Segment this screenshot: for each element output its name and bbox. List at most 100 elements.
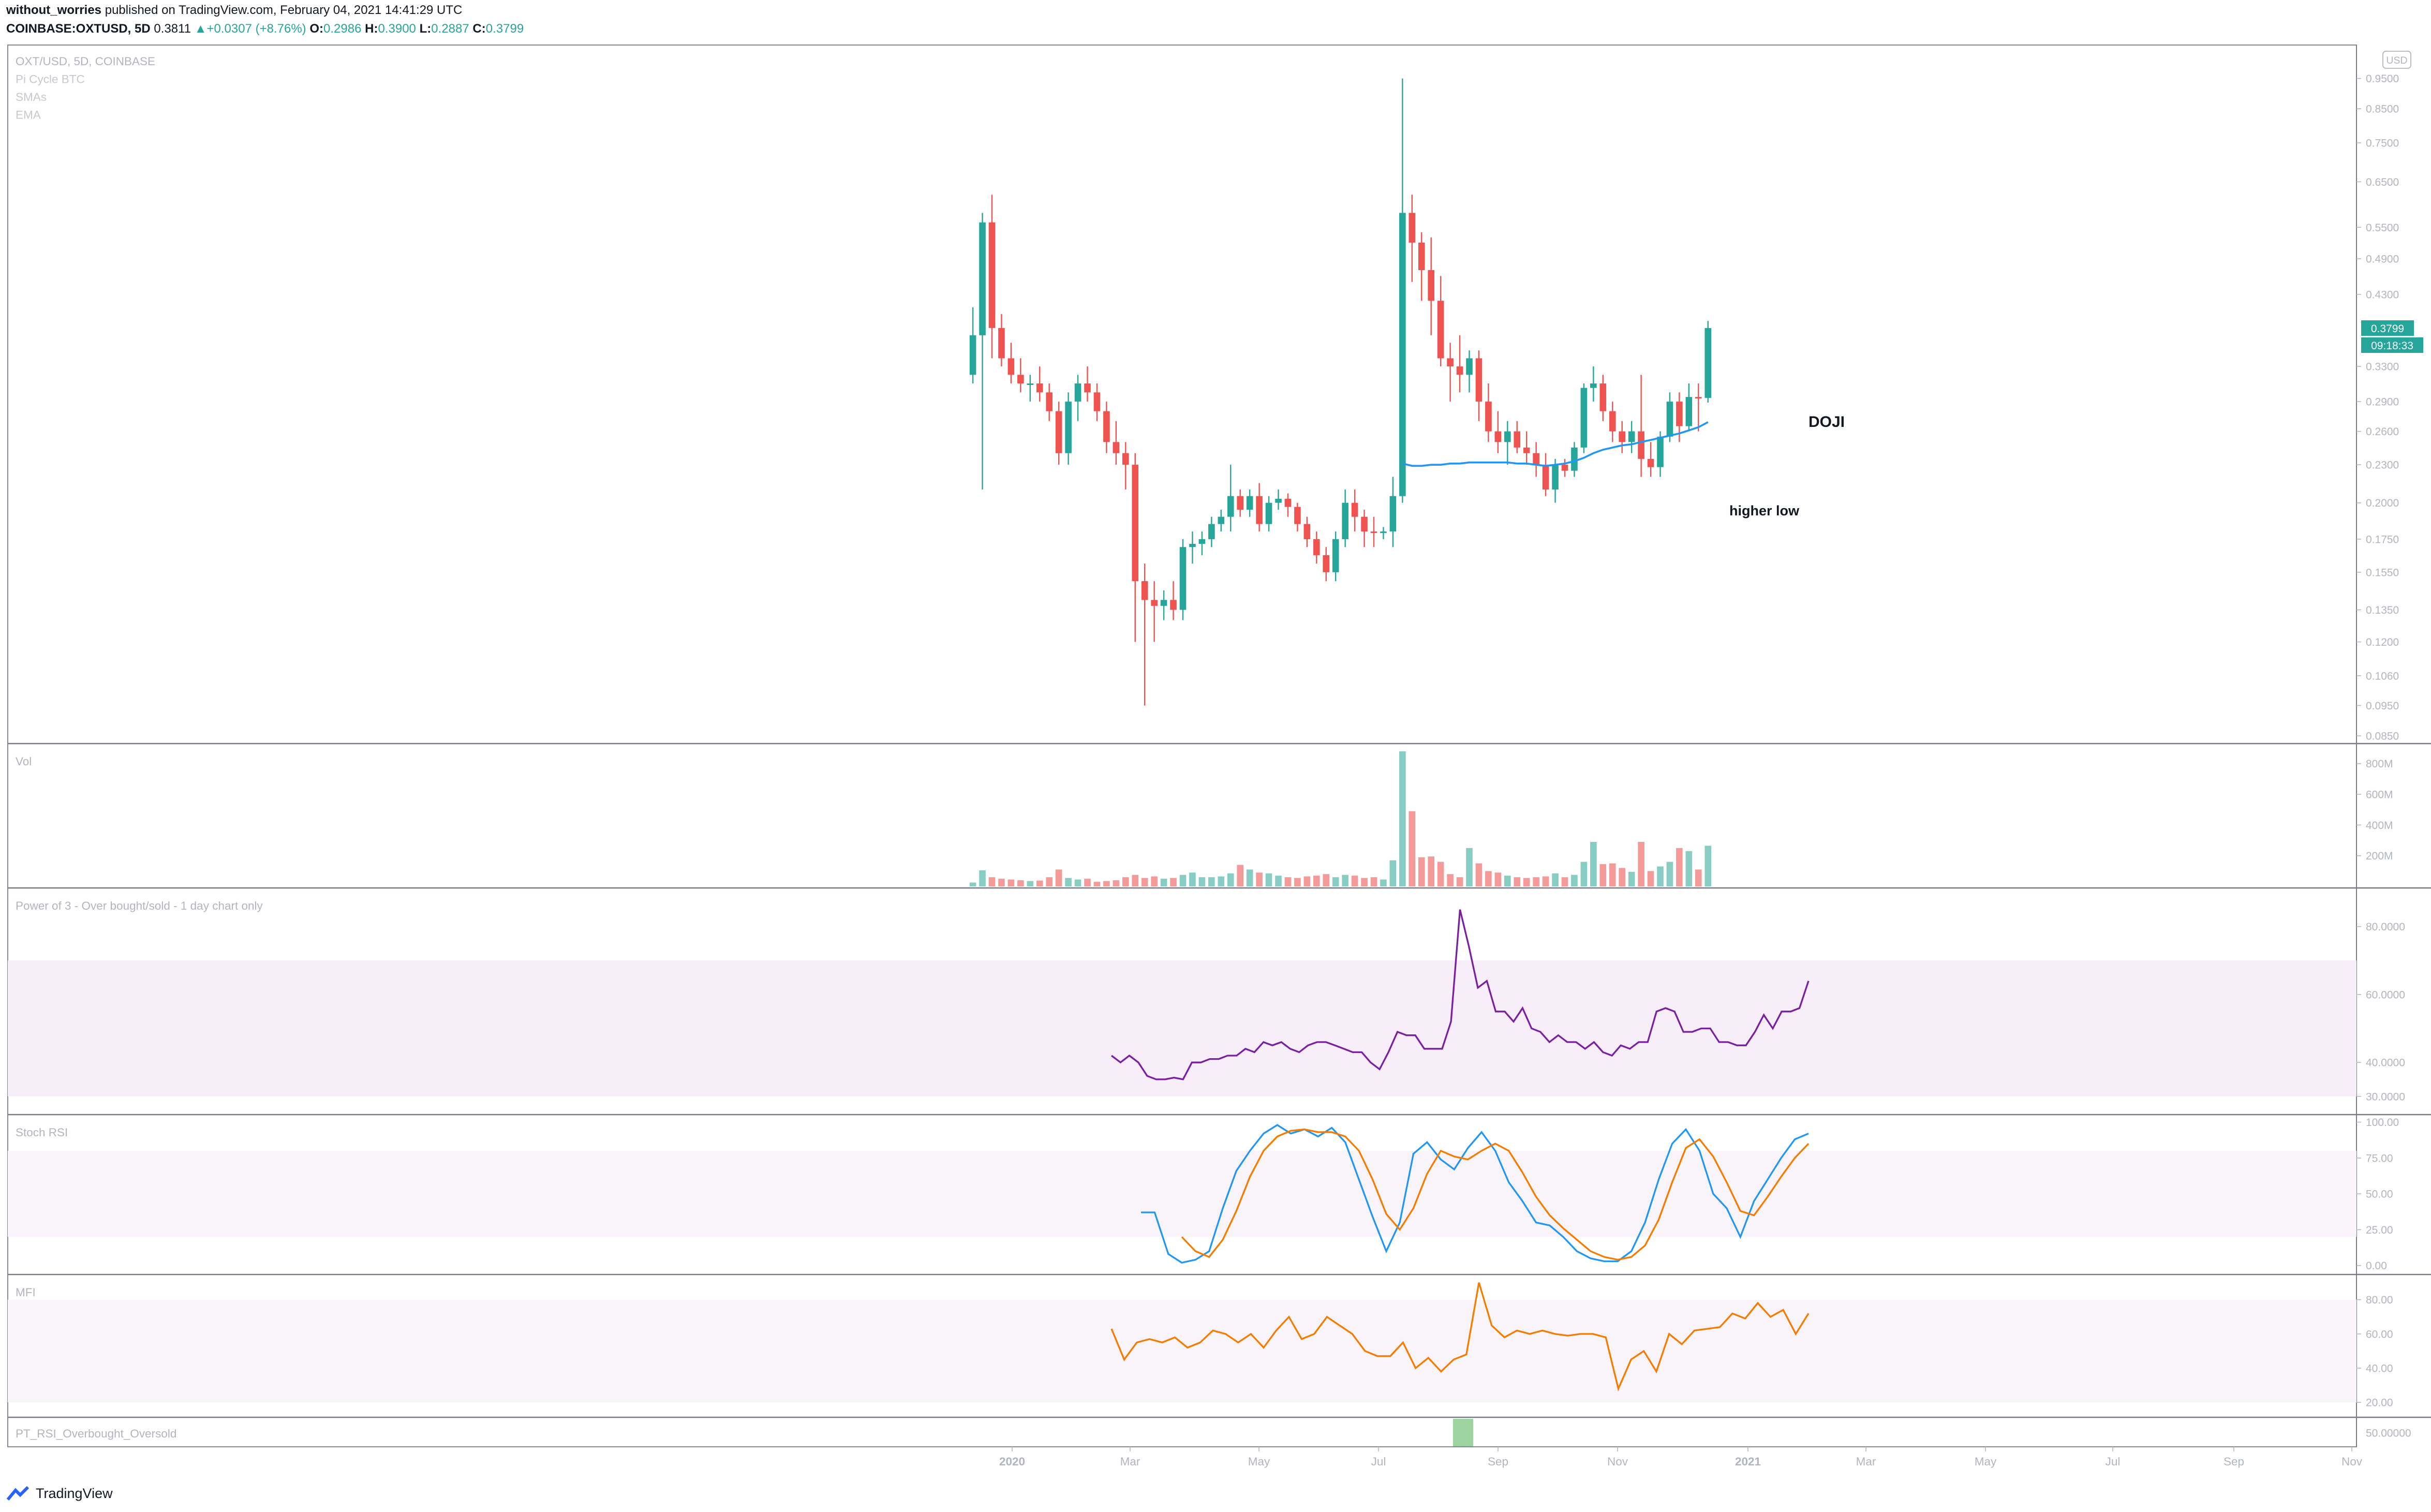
volume-bar xyxy=(1447,874,1454,886)
publish-info: without_worries published on TradingView… xyxy=(6,3,462,17)
stoch_rsi-line-0 xyxy=(1141,1124,1809,1264)
annotation-doji: DOJI xyxy=(1809,413,1845,431)
time-tick-label: Jul xyxy=(2106,1455,2121,1468)
price-pane-label: SMAs xyxy=(16,91,47,103)
volume-bar xyxy=(1619,868,1625,886)
price-tick-label: 0.1750 xyxy=(2366,533,2399,545)
price-tick-label: 0.4900 xyxy=(2366,254,2399,265)
candle-body xyxy=(1189,544,1196,547)
candle-body xyxy=(1351,502,1358,517)
volume-bar xyxy=(1151,876,1158,886)
volume-tick-label: 800M xyxy=(2366,758,2393,770)
candle-body xyxy=(1170,600,1177,610)
pt-rsi-bar xyxy=(1453,1419,1473,1447)
price-tick-label: 0.5500 xyxy=(2366,222,2399,234)
time-tick-label: May xyxy=(1248,1455,1270,1468)
volume-bar xyxy=(1428,856,1434,886)
volume-bar xyxy=(1208,877,1215,886)
candle-body xyxy=(1313,539,1320,555)
volume-bar xyxy=(998,879,1005,886)
volume-bar xyxy=(1590,841,1597,886)
volume-bar xyxy=(1638,841,1644,886)
volume-bar xyxy=(1103,881,1110,886)
candle-body xyxy=(1599,383,1607,411)
volume-bar xyxy=(1685,851,1693,886)
volume-bar xyxy=(1351,876,1358,886)
volume-bar xyxy=(1132,874,1139,886)
volume-bar xyxy=(1342,874,1348,886)
power-tick-label: 80.0000 xyxy=(2366,921,2405,933)
candle-body xyxy=(1485,402,1492,432)
candle-body xyxy=(1227,496,1234,517)
candle-body xyxy=(1609,411,1616,432)
mfi-tick-label: 60.00 xyxy=(2366,1328,2393,1340)
candle-body xyxy=(1256,496,1263,524)
stoch_rsi-tick-label: 50.00 xyxy=(2366,1189,2393,1200)
volume-tick-label: 600M xyxy=(2366,789,2393,801)
candle-body xyxy=(1179,547,1187,610)
price-tick-label: 0.9500 xyxy=(2366,73,2399,85)
candles xyxy=(969,78,1712,706)
candle-body xyxy=(1036,383,1043,393)
candle-body xyxy=(1695,397,1702,399)
ema-line xyxy=(1402,421,1709,467)
candle-body xyxy=(1055,411,1062,453)
time-tick-label: Sep xyxy=(2224,1455,2244,1468)
price-tick-label: 0.1200 xyxy=(2366,636,2399,648)
candle-body xyxy=(1103,411,1110,442)
volume-bar xyxy=(1218,876,1225,886)
volume-bar xyxy=(1561,877,1568,886)
candle-body xyxy=(1666,402,1673,437)
volume-bar xyxy=(1609,863,1616,886)
time-tick-label: May xyxy=(1975,1455,1997,1468)
close-value: 0.3799 xyxy=(485,22,524,36)
stoch_rsi-tick-label: 25.00 xyxy=(2366,1224,2393,1236)
candle-body xyxy=(1494,431,1502,442)
volume-bar xyxy=(1409,811,1416,886)
author-name[interactable]: without_worries xyxy=(6,3,102,17)
power-tick-label: 60.0000 xyxy=(2366,989,2405,1001)
candle-body xyxy=(1466,358,1473,375)
candle-body xyxy=(1151,600,1158,606)
stoch_rsi-tick-label: 100.00 xyxy=(2366,1117,2399,1129)
candle-body xyxy=(1323,555,1330,572)
price-pane-label: EMA xyxy=(16,109,41,122)
mfi-line-0 xyxy=(1110,1282,1810,1391)
candle-body xyxy=(1399,213,1406,496)
open-label: O: xyxy=(309,22,324,36)
candle-body xyxy=(1361,516,1368,532)
power-tick-label: 30.0000 xyxy=(2366,1091,2405,1103)
volume-bar xyxy=(1399,751,1406,886)
candle-body xyxy=(1027,383,1034,386)
volume-bar xyxy=(1170,878,1177,886)
countdown-label: 09:18:33 xyxy=(2371,340,2413,352)
volume-bar xyxy=(1370,877,1377,886)
candle-body xyxy=(1113,442,1120,453)
time-tick-label: Mar xyxy=(1120,1455,1140,1468)
last-price: 0.3811 xyxy=(154,22,191,36)
volume-bar xyxy=(1189,872,1196,886)
candle-body xyxy=(1685,397,1693,426)
candle-body xyxy=(1571,447,1578,471)
candle-body xyxy=(1208,524,1215,539)
price-tick-label: 0.6500 xyxy=(2366,176,2399,188)
candle-body xyxy=(979,222,986,335)
change-value: +0.0307 (+8.76%) xyxy=(206,22,306,36)
candle-body xyxy=(1198,539,1206,544)
volume-tick-label: 200M xyxy=(2366,850,2393,862)
volume-bar xyxy=(1599,864,1607,886)
volume-bar xyxy=(1294,878,1301,886)
candle-body xyxy=(1514,431,1521,448)
candle-body xyxy=(1265,502,1272,524)
stoch_rsi-line-1 xyxy=(1181,1128,1810,1261)
candle-body xyxy=(969,335,976,375)
candle-body xyxy=(1657,436,1664,467)
mfi-tick-label: 80.00 xyxy=(2366,1294,2393,1306)
candle-body xyxy=(1046,392,1053,411)
candle-body xyxy=(998,328,1005,359)
volume-bar xyxy=(1227,873,1234,886)
volume-bar xyxy=(1237,865,1243,886)
candle-body xyxy=(1447,358,1454,367)
